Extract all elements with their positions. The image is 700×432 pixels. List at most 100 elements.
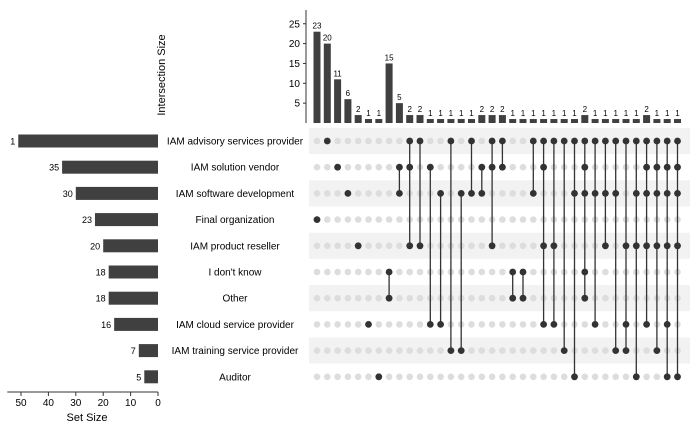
intersection-bar [663,119,671,123]
matrix-dot-inactive [334,268,341,276]
set-size-bar [62,160,158,174]
intersection-bar [385,63,393,123]
matrix-dot-inactive [581,373,589,381]
matrix-dot-inactive [519,190,527,197]
matrix-dot-inactive [324,163,331,171]
matrix-dot-inactive [602,373,609,381]
intersection-bar [571,119,578,123]
matrix-dot-active [653,163,661,171]
matrix-dot-inactive [375,321,383,328]
matrix-dot-inactive [334,190,341,197]
set-size-bar [114,317,158,331]
matrix-dot-inactive [334,137,341,145]
intersection-bar [581,115,589,123]
intersection-bar [416,115,424,123]
matrix-dot-active [581,268,589,276]
matrix-dot-active [385,294,393,302]
matrix-dot-active [426,163,434,171]
matrix-dot-inactive [385,373,393,381]
matrix-dot-inactive [365,373,372,381]
intersection-bar [478,115,486,123]
matrix-dot-active [457,190,465,197]
matrix-dot-active [653,347,661,354]
intersection-bar [447,119,455,123]
matrix-dot-inactive [427,347,434,354]
matrix-dot-active [622,321,630,328]
matrix-dot-inactive [519,137,527,145]
matrix-dot-inactive [499,347,506,354]
intersection-bar [550,119,558,123]
matrix-dot-inactive [313,373,321,381]
set-axis-tick-label: 40 [43,398,55,409]
matrix-dot-active [313,216,321,224]
matrix-dot-inactive [344,373,352,381]
matrix-dot-inactive [334,242,341,250]
matrix-dot-inactive [344,321,352,328]
matrix-dot-active [643,163,650,171]
matrix-dot-inactive [488,347,496,354]
matrix-dot-active [663,137,671,145]
matrix-dot-active [632,242,640,250]
matrix-dot-active [643,242,650,250]
matrix-dot-inactive [406,294,414,302]
matrix-dot-inactive [324,347,331,354]
matrix-dot-inactive [540,347,547,354]
matrix-dot-inactive [509,373,516,381]
intersection-bar [437,119,445,123]
intersection-tick-label: 25 [289,19,301,30]
matrix-dot-inactive [344,216,352,223]
intersection-bar [560,119,568,123]
matrix-dot-inactive [354,216,362,223]
matrix-dot-inactive [354,347,362,354]
matrix-dot-inactive [385,216,393,223]
matrix-dot-active [612,347,620,354]
matrix-dot-inactive [488,268,496,276]
matrix-dot-inactive [457,137,465,145]
matrix-dot-active [571,373,578,381]
matrix-dot-active [334,163,341,171]
matrix-dot-active [375,373,383,381]
matrix-dot-active [602,242,609,250]
intersection-bar-label: 23 [313,22,322,31]
matrix-dot-inactive [324,268,331,276]
intersection-bar [519,119,527,123]
matrix-dot-inactive [488,373,496,381]
set-name-label: Other [222,294,248,305]
matrix-dot-active [581,163,589,171]
intersection-bar-label: 1 [531,109,536,118]
matrix-dot-active [519,294,527,302]
matrix-dot-active [540,321,547,328]
set-size-bar [94,213,158,227]
matrix-dot-inactive [324,373,331,381]
intersection-bar-label: 1 [603,109,608,118]
matrix-dot-inactive [385,137,393,145]
set-axis-tick-label: 50 [15,398,27,409]
set-size-bar [108,291,158,305]
matrix-dot-inactive [313,268,321,276]
matrix-dot-active [571,137,578,145]
matrix-dot-inactive [354,294,362,302]
matrix-dot-active [581,190,589,197]
matrix-dot-active [612,137,620,145]
intersection-bar-label: 1 [428,109,433,118]
matrix-dot-active [406,163,414,171]
matrix-dot-inactive [530,268,537,276]
intersection-bar [540,119,548,123]
set-size-label: 16 [101,320,111,330]
matrix-dot-active [396,190,403,197]
matrix-dot-inactive [324,242,331,250]
matrix-dot-inactive [334,321,341,328]
matrix-dot-inactive [602,347,609,354]
matrix-dot-inactive [416,347,424,354]
matrix-dot-inactive [385,242,393,250]
matrix-dot-inactive [375,216,383,223]
matrix-dot-inactive [375,294,383,302]
matrix-dot-inactive [622,373,630,381]
matrix-dot-inactive [354,137,362,145]
intersection-bar [601,119,609,123]
intersection-bar [313,31,321,123]
matrix-dot-active [560,137,568,145]
set-size-bar [18,134,159,148]
matrix-dot-inactive [530,347,537,354]
